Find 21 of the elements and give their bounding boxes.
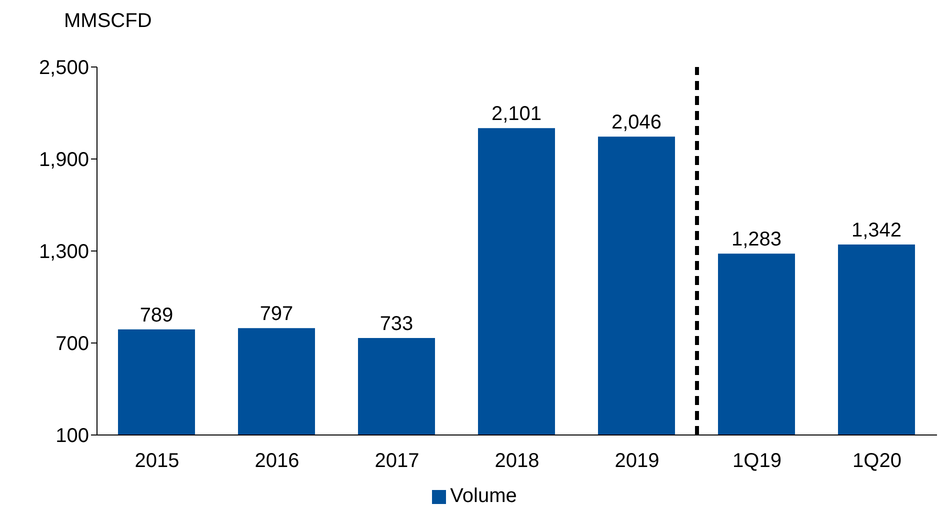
y-tick-label: 2,500 [38, 57, 89, 80]
x-tick-label: 2015 [134, 450, 180, 472]
y-axis-title: MMSCFD [64, 10, 152, 33]
x-tick-label: 1Q20 [852, 450, 902, 472]
x-tick-label: 1Q19 [732, 450, 782, 472]
data-label: 797 [260, 303, 294, 326]
data-label: 2,046 [611, 112, 662, 134]
y-tick-label: 100 [56, 425, 89, 448]
legend-label: Volume [450, 485, 517, 507]
x-tick-label: 2017 [374, 450, 420, 472]
data-label: 789 [140, 304, 174, 326]
x-tick-label: 2016 [254, 450, 300, 472]
data-label: 1,283 [731, 228, 782, 251]
y-tick-label: 1,900 [38, 149, 89, 172]
data-label: 733 [380, 312, 414, 335]
y-tick-label: 700 [56, 333, 89, 356]
data-label: 2,101 [491, 103, 542, 126]
y-tick-label: 1,300 [38, 241, 89, 264]
x-tick-label: 2019 [614, 450, 660, 472]
x-tick-label: 2018 [494, 450, 540, 472]
data-label: 1,342 [851, 220, 902, 242]
